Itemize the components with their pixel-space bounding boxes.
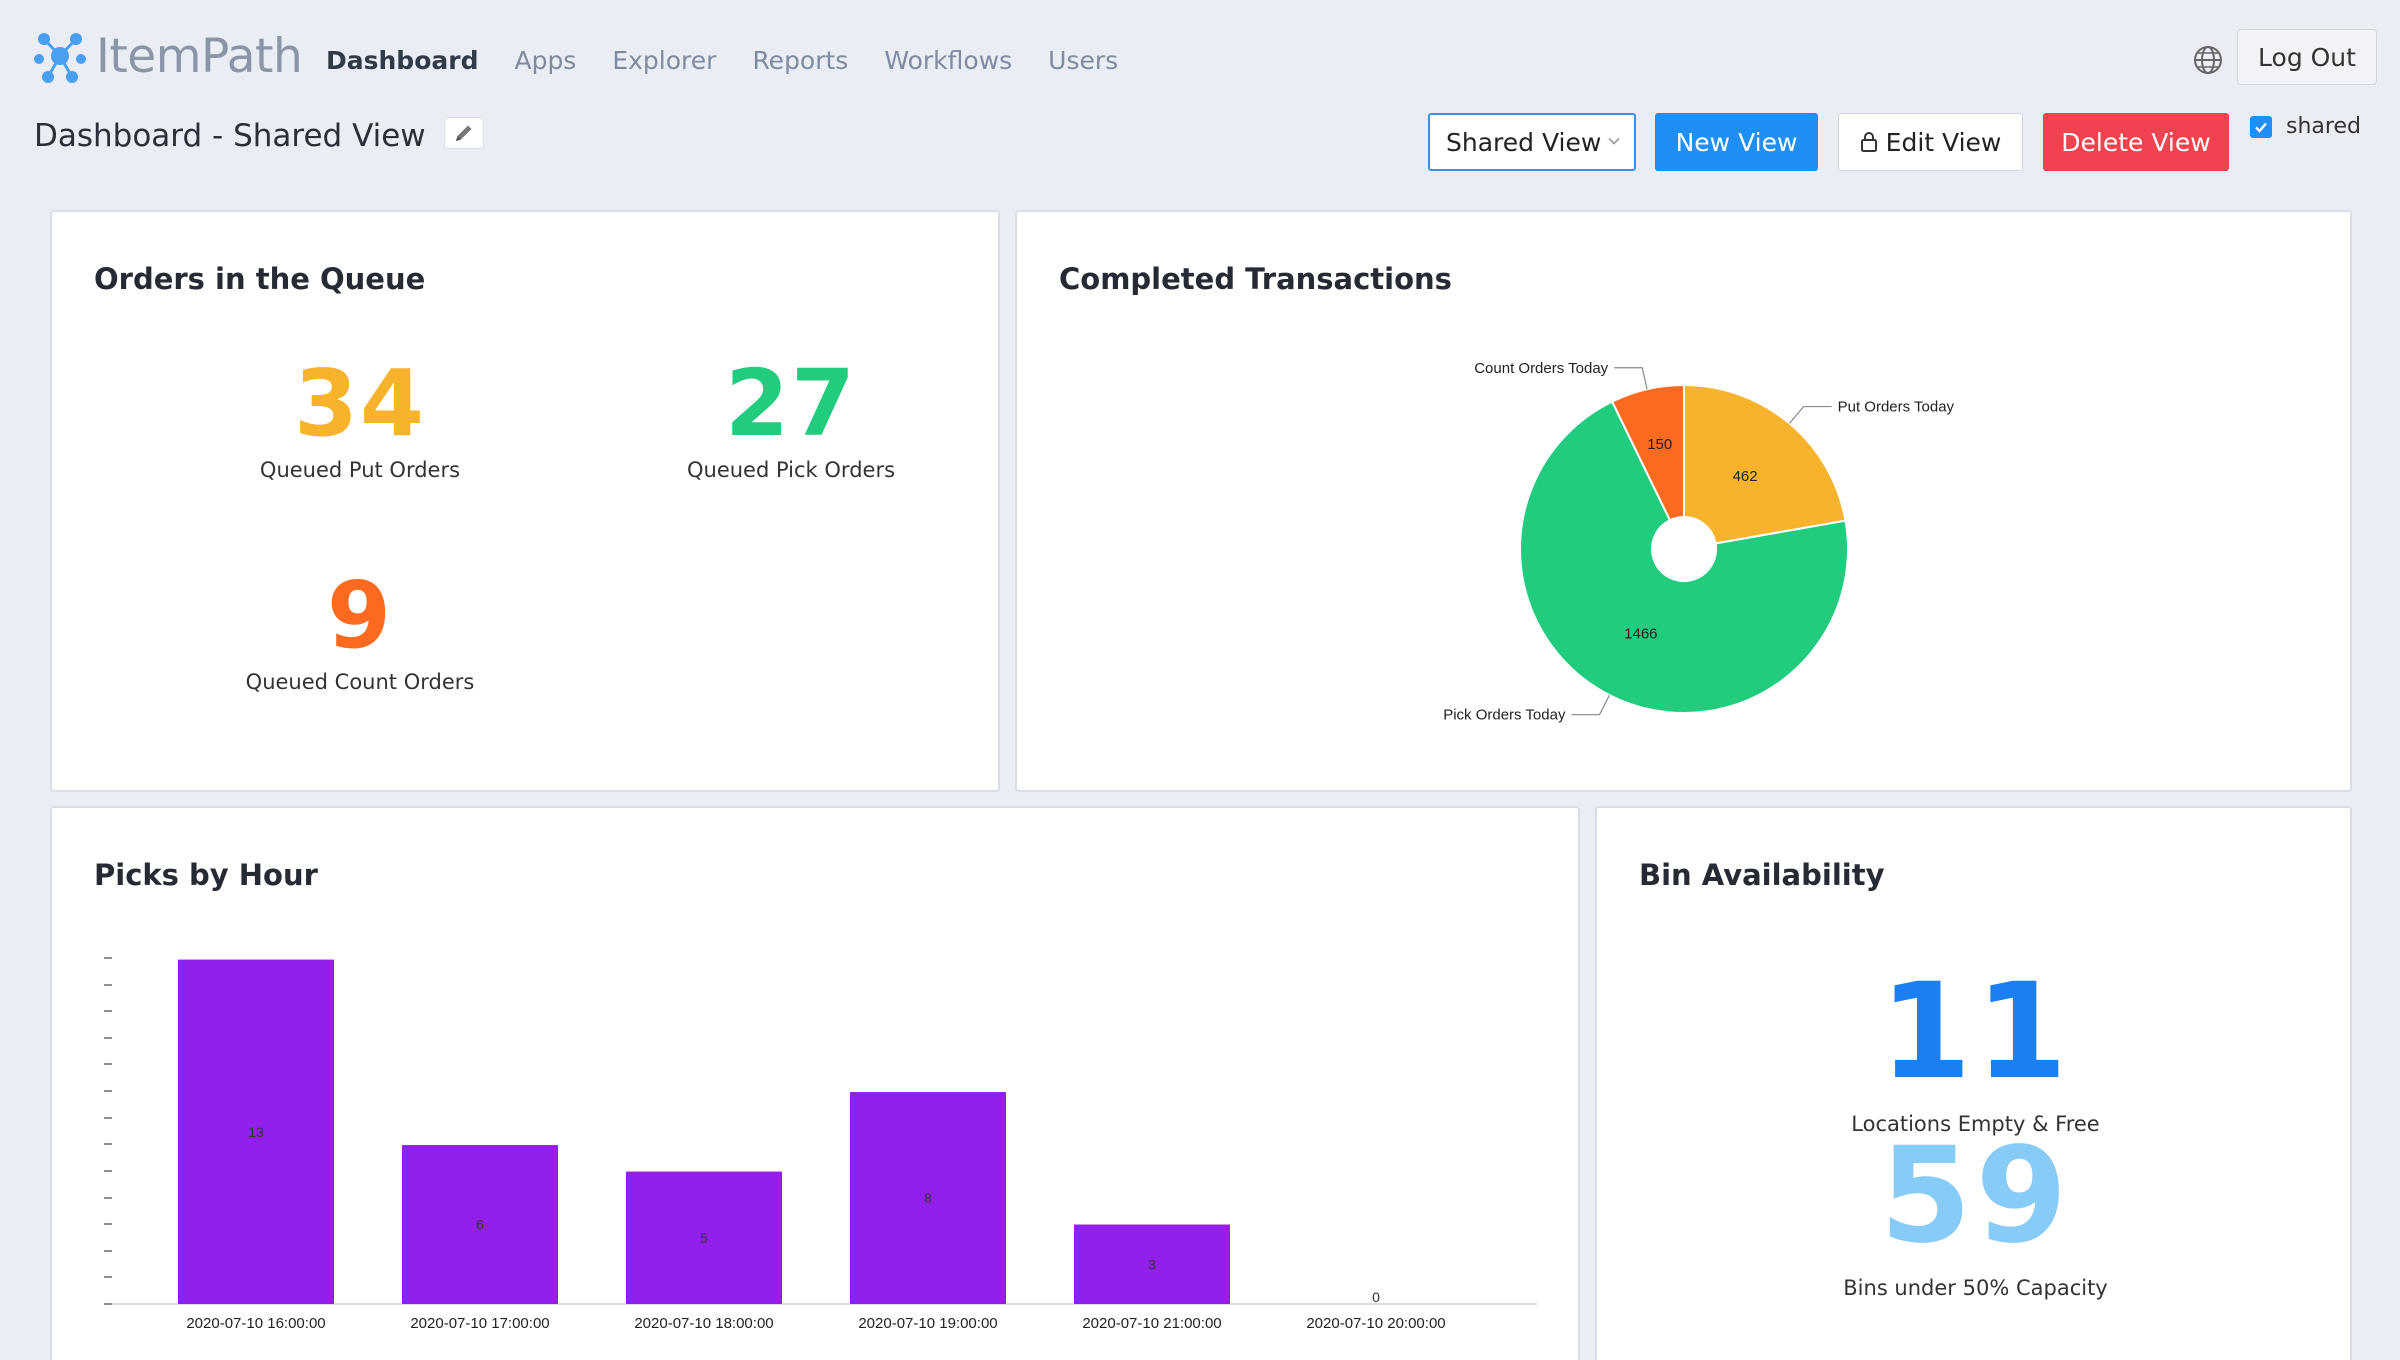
bar[interactable]	[626, 1171, 782, 1304]
completed-transactions-card: Completed Transactions 462 Put Orders Tod…	[1015, 210, 2352, 792]
edit-title-button[interactable]	[444, 117, 484, 149]
x-tick-label: 2020-07-10 19:00:00	[858, 1315, 997, 1332]
pie-slice[interactable]	[1610, 383, 1685, 522]
metric-value: 27	[724, 350, 858, 457]
bar[interactable]	[178, 959, 334, 1304]
top-bar: ItemPath Dashboard Apps Explorer Reports…	[0, 0, 2400, 110]
nav-users[interactable]: Users	[1048, 46, 1119, 75]
nav-reports[interactable]: Reports	[752, 46, 849, 75]
bar-value-label: 0	[1372, 1289, 1380, 1305]
logout-button[interactable]: Log Out	[2237, 29, 2377, 85]
metric-value: 59	[1879, 1119, 2072, 1273]
metric-label: Queued Pick Orders	[686, 458, 896, 482]
pie-slice-value: 150	[1647, 436, 1672, 453]
bins-under-capacity-metric: 59 Bins under 50% Capacity	[1597, 1130, 2354, 1300]
pie-slice-label: Count Orders Today	[1474, 360, 1608, 377]
view-select-value: Shared View	[1446, 127, 1602, 157]
queued-count-orders-metric: 9 Queued Count Orders	[180, 562, 540, 695]
card-title: Completed Transactions	[1059, 262, 1452, 296]
bar-value-label: 6	[476, 1217, 484, 1233]
x-tick-label: 2020-07-10 16:00:00	[186, 1315, 325, 1332]
metric-label: Locations Empty & Free	[1851, 1112, 2100, 1136]
pie-label-leader-line	[1571, 694, 1611, 716]
pie-slice-value: 1466	[1624, 626, 1657, 643]
metric-label: Queued Count Orders	[245, 670, 475, 694]
nav-dashboard[interactable]: Dashboard	[326, 46, 479, 75]
orders-queue-card: Orders in the Queue 34 Queued Put Orders…	[50, 210, 1000, 792]
bar-value-label: 5	[700, 1230, 708, 1246]
x-tick-label: 2020-07-10 17:00:00	[410, 1315, 549, 1332]
bar[interactable]	[1074, 1224, 1230, 1304]
bar-value-label: 13	[248, 1124, 264, 1140]
x-tick-label: 2020-07-10 20:00:00	[1306, 1315, 1445, 1332]
pencil-icon	[456, 125, 472, 141]
metric-value: 11	[1879, 955, 2072, 1109]
edit-view-label: Edit View	[1885, 127, 2002, 157]
queued-pick-orders-metric: 27 Queued Pick Orders	[611, 350, 971, 483]
nav-explorer[interactable]: Explorer	[612, 46, 717, 75]
edit-view-button[interactable]: Edit View	[1838, 113, 2023, 171]
card-title: Picks by Hour	[94, 858, 318, 892]
shared-checkbox[interactable]	[2250, 115, 2272, 138]
pie-label-leader-line	[1614, 367, 1648, 390]
card-title: Orders in the Queue	[94, 262, 426, 296]
chevron-down-icon	[1608, 137, 1620, 145]
bin-availability-card: Bin Availability 11 Locations Empty & Fr…	[1595, 806, 2352, 1360]
metric-label: Bins under 50% Capacity	[1843, 1276, 2108, 1300]
shared-toggle[interactable]: shared	[2250, 114, 2361, 139]
nav-workflows[interactable]: Workflows	[884, 46, 1013, 75]
shared-label: shared	[2286, 114, 2361, 139]
pie-label-leader-line	[1788, 405, 1832, 424]
nav-apps[interactable]: Apps	[514, 46, 577, 75]
pie-slice[interactable]	[1683, 383, 1847, 545]
lock-icon	[1860, 132, 1877, 152]
card-title: Bin Availability	[1639, 858, 1885, 892]
view-select[interactable]: Shared View	[1428, 113, 1636, 171]
app-logo[interactable]: ItemPath	[34, 26, 303, 86]
queued-put-orders-metric: 34 Queued Put Orders	[180, 350, 540, 483]
bar-value-label: 3	[1148, 1256, 1156, 1272]
delete-view-button[interactable]: Delete View	[2043, 113, 2229, 171]
pie-slice-value: 462	[1733, 468, 1758, 485]
metric-value: 34	[293, 350, 427, 457]
app-name: ItemPath	[96, 28, 303, 84]
pie-slice[interactable]	[1519, 400, 1849, 714]
picks-bar-chart: 13 2020-07-10 16:00:00 6 2020-07-10 17:00:0…	[104, 957, 1537, 1332]
pie-slice-label: Put Orders Today	[1838, 399, 1955, 416]
locations-empty-metric: 11 Locations Empty & Free	[1597, 966, 2354, 1136]
transactions-donut-chart: 462 Put Orders Today 1466 Pick Orders Today…	[1443, 360, 1955, 724]
x-tick-label: 2020-07-10 21:00:00	[1082, 1315, 1221, 1332]
bar[interactable]	[402, 1145, 558, 1304]
metric-label: Queued Put Orders	[259, 458, 461, 482]
x-tick-label: 2020-07-10 18:00:00	[634, 1315, 773, 1332]
globe-icon[interactable]	[2192, 44, 2224, 76]
new-view-button[interactable]: New View	[1655, 113, 1818, 171]
pie-slice-label: Pick Orders Today	[1443, 707, 1566, 724]
metric-value: 9	[326, 562, 393, 669]
picks-by-hour-card: Picks by Hour 13 2020-07-10 16:00:00 6 2020…	[50, 806, 1580, 1360]
bar-value-label: 8	[924, 1190, 932, 1206]
main-nav: Dashboard Apps Explorer Reports Workflow…	[326, 46, 1118, 75]
itempath-logo-icon	[34, 33, 86, 83]
page-title: Dashboard - Shared View	[34, 118, 426, 154]
bar[interactable]	[850, 1092, 1006, 1304]
checkmark-icon	[2255, 122, 2267, 133]
